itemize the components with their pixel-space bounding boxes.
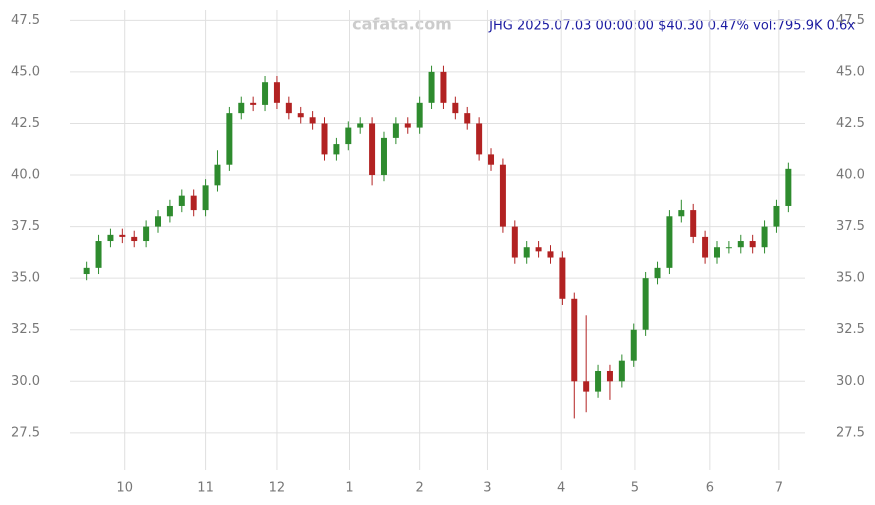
candle-body [297, 113, 304, 118]
candle-body [357, 123, 364, 128]
y-tick-label-right: 35.0 [836, 271, 865, 286]
candle-body [606, 370, 613, 382]
candle-body [773, 205, 780, 227]
candle-body [428, 71, 435, 103]
candle-body [452, 102, 459, 114]
x-tick-label: 11 [197, 481, 214, 496]
y-tick-label: 30.0 [11, 374, 40, 389]
candle-body [654, 267, 661, 279]
x-tick-label: 2 [416, 481, 424, 496]
candle-body [131, 236, 138, 242]
candle-body [166, 205, 173, 217]
x-tick-label: 4 [557, 481, 565, 496]
y-tick-label-right: 47.5 [836, 13, 865, 28]
y-tick-label: 32.5 [11, 322, 40, 337]
candle-body [392, 123, 399, 138]
x-tick-label: 10 [116, 481, 133, 496]
y-tick-label-right: 30.0 [836, 374, 865, 389]
x-tick-label: 6 [706, 481, 714, 496]
candle-body [713, 247, 720, 258]
candle-body [309, 117, 316, 124]
y-tick-label: 42.5 [11, 116, 40, 131]
x-tick-label: 12 [269, 481, 286, 496]
y-tick-label: 47.5 [11, 13, 40, 28]
candle-body [678, 210, 685, 217]
candle-body [749, 241, 756, 248]
candle-body [178, 195, 185, 206]
candle-body [571, 298, 578, 382]
candle-body [511, 226, 518, 258]
watermark: cafata.com [352, 15, 452, 34]
chart-title: JHG 2025.07.03 00:00:00 $40.30 0.47% vol… [488, 19, 855, 34]
candle-body [95, 241, 102, 268]
candle-body [250, 102, 257, 105]
candle-body [404, 123, 411, 128]
candle-body [226, 113, 233, 165]
candle-body [690, 210, 697, 237]
candle-body [380, 137, 387, 176]
candle-body [761, 226, 768, 248]
y-tick-label-right: 42.5 [836, 116, 865, 131]
candle-body [523, 247, 530, 258]
candle-body [535, 247, 542, 252]
candle-body [547, 251, 554, 258]
y-tick-label: 40.0 [11, 168, 40, 183]
candle-body [143, 226, 150, 242]
candle-body [345, 127, 352, 145]
candle-body [559, 257, 566, 299]
y-tick-label-right: 40.0 [836, 168, 865, 183]
y-tick-label-right: 37.5 [836, 219, 865, 234]
candle-body [595, 370, 602, 392]
candle-body [499, 164, 506, 227]
candle-body [440, 71, 447, 103]
candle-body [369, 123, 376, 176]
candle-body [464, 113, 471, 124]
y-tick-label: 27.5 [11, 425, 40, 440]
x-tick-label: 7 [775, 481, 783, 496]
x-tick-label: 1 [345, 481, 353, 496]
x-tick-label: 3 [483, 481, 491, 496]
candle-body [583, 381, 590, 392]
candle-body [262, 82, 269, 105]
candle-body [725, 247, 732, 249]
candle-body [285, 102, 292, 114]
candle-body [785, 168, 792, 206]
candle-body [273, 82, 280, 103]
candle-body [333, 144, 340, 155]
x-tick-label: 5 [631, 481, 639, 496]
y-tick-label: 45.0 [11, 64, 40, 79]
candle-body [488, 154, 495, 165]
candle-body [202, 185, 209, 211]
y-tick-label-right: 27.5 [836, 425, 865, 440]
candle-body [476, 123, 483, 155]
candle-body [107, 234, 114, 242]
candle-body [642, 278, 649, 330]
y-tick-label: 37.5 [11, 219, 40, 234]
candle-body [702, 236, 709, 258]
candle-body [321, 123, 328, 155]
candle-body [238, 102, 245, 114]
candle-body [666, 216, 673, 268]
y-tick-label: 35.0 [11, 271, 40, 286]
candle-body [155, 216, 162, 227]
candle-body [119, 234, 126, 237]
candle-body [630, 329, 637, 361]
candle-body [618, 360, 625, 382]
candle-body [737, 241, 744, 248]
candle-body [214, 164, 221, 186]
y-tick-label-right: 45.0 [836, 64, 865, 79]
candle-body [83, 267, 90, 275]
y-tick-label-right: 32.5 [836, 322, 865, 337]
candle-body [416, 102, 423, 128]
candle-body [190, 195, 197, 211]
